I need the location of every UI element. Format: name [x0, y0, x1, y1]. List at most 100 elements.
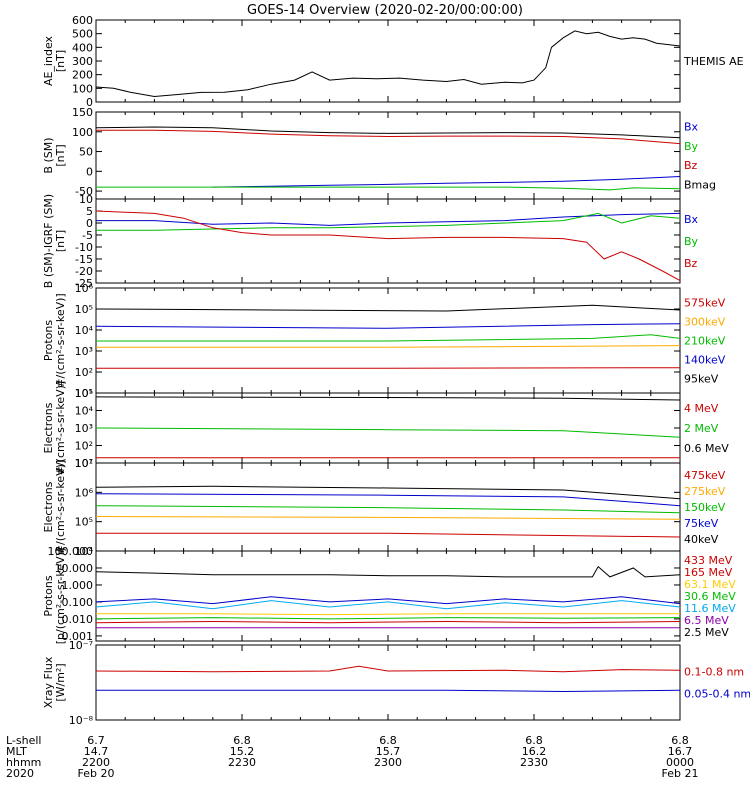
x-tick-label: Feb 21	[662, 767, 699, 780]
y-tick-label: 100	[72, 126, 93, 139]
legend-entry: 575keV	[684, 296, 726, 309]
legend-entry: 40keV	[684, 533, 719, 546]
panel-electrons_mev: 10⁵ 10⁴ 10³ 10² 10¹ Electrons #/(cm²-s-sr-keV)…	[42, 381, 729, 475]
y-tick-label: 150	[72, 106, 93, 119]
y-tick-label: 10²	[75, 440, 93, 453]
y-tick-label: 500	[72, 28, 93, 41]
x-tick-label: 6.8	[233, 734, 251, 747]
y-tick-label: 10⁴	[75, 324, 94, 337]
legend-entry: 140keV	[684, 354, 726, 367]
series-line-300kev	[96, 345, 681, 348]
series-line-2-5-mev	[95, 565, 681, 578]
y-tick-label: 10¹	[75, 387, 93, 400]
series-line-0-1-0-8-nm	[95, 665, 681, 673]
y-axis-label: [W/m²]	[54, 663, 67, 701]
legend-entry: 95keV	[684, 373, 719, 386]
y-tick-label: 200	[72, 69, 93, 82]
series-line-575kev	[96, 367, 681, 369]
y-tick-label: 0	[86, 96, 93, 109]
y-tick-label: 1.000	[62, 579, 94, 592]
series-line-30-6-mev	[95, 617, 681, 620]
panel-frame	[95, 198, 681, 284]
y-tick-label: 100.000	[48, 545, 94, 558]
y-tick-label: 10⁻⁷	[69, 639, 93, 652]
x-tick-label: 2230	[228, 756, 256, 769]
y-tick-label: 0	[86, 165, 93, 178]
y-tick-label: 10⁵	[75, 387, 93, 400]
y-axis-label: #/(cm²-s-sr-keV)]	[54, 381, 67, 475]
series-line-by	[96, 186, 681, 191]
x-axis-row-label: 2020	[6, 767, 34, 780]
y-tick-label: 10¹	[75, 457, 93, 470]
panel-frame	[95, 111, 681, 200]
x-tick-label: 2330	[520, 756, 548, 769]
series-line-275kev	[95, 516, 681, 520]
legend-entry: 75keV	[684, 517, 719, 530]
y-tick-label: -10	[75, 241, 93, 254]
x-tick-label: 6.7	[87, 734, 105, 747]
y-tick-label: 10	[79, 193, 93, 206]
x-tick-label: 15.7	[376, 745, 401, 758]
series-line-165-mev	[95, 620, 681, 624]
legend-entry: 165 MeV	[684, 566, 733, 579]
y-tick-label: -20	[75, 265, 93, 278]
x-axis-row-label: MLT	[6, 745, 27, 758]
y-axis-label: Electrons	[42, 481, 55, 532]
y-tick-label: 5	[86, 205, 93, 218]
panel-protons_mev: 10⁶ 10⁵ 10⁴ 10³ 10² 10¹ Protons #/(cm²-s-sr-keV…	[42, 282, 726, 400]
panel-frame	[95, 462, 681, 552]
x-axis-row-label: hhmm	[6, 756, 41, 769]
y-tick-label: 10⁴	[75, 545, 94, 558]
series-line-bmag	[95, 126, 681, 139]
y-tick-label: -25	[75, 277, 93, 290]
legend-entry: 275keV	[684, 485, 726, 498]
legend-entry: Bx	[684, 213, 699, 226]
y-tick-label: 0.010	[62, 613, 94, 626]
panel-electrons_kev: 10⁷ 10⁶ 10⁵ 10⁴ Electrons #/(cm²-s-sr-keV)] 47…	[42, 457, 726, 558]
legend-entry: 150keV	[684, 501, 726, 514]
y-axis-label: [nT]	[54, 144, 67, 166]
series-line-140kev	[95, 323, 681, 329]
plot-title: GOES-14 Overview (2020-02-20/00:00:00)	[247, 3, 523, 18]
y-tick-label: 10⁶	[75, 282, 94, 295]
series-line-11-6-mev	[95, 600, 681, 610]
x-tick-label: 14.7	[84, 745, 109, 758]
series-line-bz	[96, 129, 681, 145]
series-line-95kev	[95, 304, 681, 312]
y-axis-label: #/(cm²-s-sr-keV)]	[54, 293, 67, 387]
legend-entry: Bz	[684, 159, 698, 172]
series-line-bz	[95, 210, 681, 282]
y-axis-label: Protons	[42, 320, 55, 361]
y-tick-label: 50	[79, 146, 93, 159]
y-tick-label: 300	[72, 55, 93, 68]
x-tick-label: Feb 20	[78, 767, 115, 780]
y-axis-label: Xray Flux	[42, 656, 55, 708]
legend-entry: Bz	[684, 257, 698, 270]
legend-entry: 2 MeV	[684, 422, 719, 435]
y-tick-label: -5	[82, 229, 93, 242]
y-tick-label: 10⁴	[75, 405, 94, 418]
legend-entry: Bx	[684, 121, 699, 134]
y-tick-label: 0.001	[62, 630, 94, 643]
y-tick-label: 0	[86, 217, 93, 230]
series-line-bx	[96, 212, 681, 226]
y-tick-label: 10.000	[55, 562, 94, 575]
series-line-by	[96, 212, 681, 231]
legend-entry: THEMIS AE	[683, 55, 744, 68]
y-tick-label: 400	[72, 41, 93, 54]
panel-frame	[95, 644, 681, 721]
series-line-0-6-mev	[95, 396, 681, 401]
series-line-63-1-mev	[96, 613, 680, 616]
series-line-6-5-mev	[95, 596, 681, 605]
y-axis-label: B (SM)	[42, 137, 55, 173]
y-tick-label: 10²	[75, 366, 93, 379]
y-axis-label: [nT]	[54, 50, 67, 72]
legend-entry: 30.6 MeV	[684, 590, 736, 603]
legend-entry: 2.5 MeV	[684, 626, 729, 639]
legend-entry: 475keV	[684, 469, 726, 482]
legend-entry: 300keV	[684, 315, 726, 328]
x-tick-label: 2200	[82, 756, 110, 769]
legend-entry: 0.1-0.8 nm	[684, 666, 744, 679]
legend-entry: 63.1 MeV	[684, 578, 736, 591]
